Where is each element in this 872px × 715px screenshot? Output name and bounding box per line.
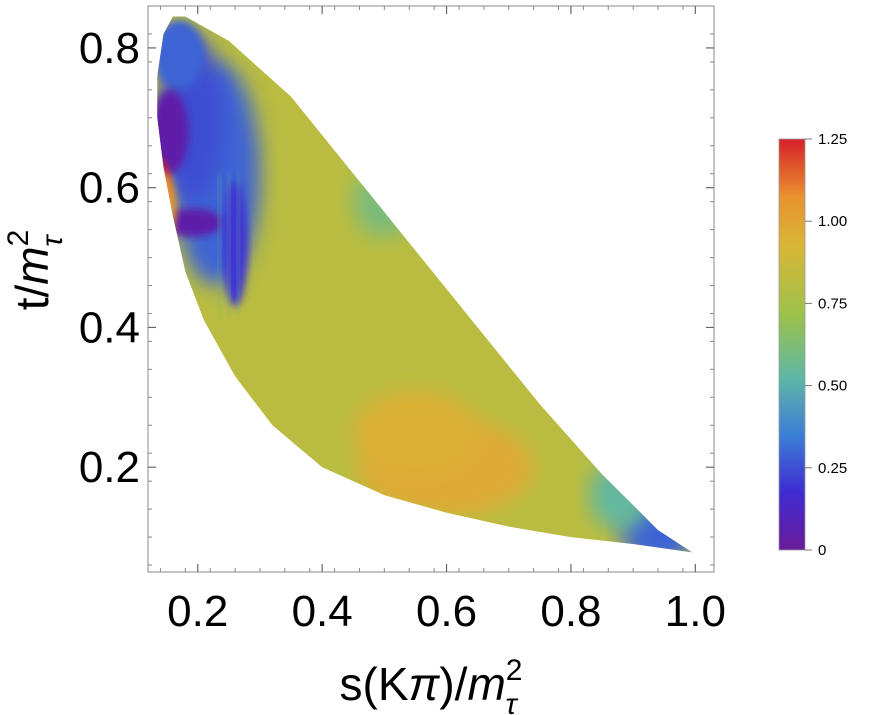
colorbar-tick-label: 0 <box>818 542 826 559</box>
heatmap-region <box>157 16 693 553</box>
plot-frame <box>147 5 715 573</box>
y-tick-labels: 0.2 0.4 0.6 0.8 <box>79 24 140 492</box>
colorbar-tick-label: 0.25 <box>818 460 847 477</box>
y-axis-title-base: t/ <box>6 285 58 311</box>
x-axis-title-close: )/ <box>439 658 467 710</box>
y-tick-label: 0.2 <box>79 443 140 492</box>
heatmap-blob-8 <box>157 89 189 174</box>
heatmap-stripe-2 <box>236 173 240 314</box>
heatmap-blob-9 <box>160 208 223 237</box>
colorbar-tick-label: 0.75 <box>818 295 847 312</box>
x-tick-label: 0.6 <box>416 587 477 636</box>
x-axis-title-greek: π <box>409 658 441 710</box>
colorbar-tick-label: 1.00 <box>818 213 847 230</box>
x-axis-title-sup: 2 <box>506 654 523 687</box>
heatmap-blob-12 <box>157 173 176 244</box>
x-tick-labels: 0.2 0.4 0.6 0.8 1.0 <box>167 587 726 636</box>
heatmap-blob-3 <box>589 460 652 530</box>
colorbar-tick-label: 0.50 <box>818 378 847 395</box>
x-tick-label: 1.0 <box>665 587 726 636</box>
heatmap-stripe-0 <box>218 173 222 314</box>
x-axis-title-base: s(K <box>340 658 409 710</box>
heatmap-blob-1 <box>353 390 478 475</box>
heatmap-stripe-1 <box>227 173 231 314</box>
x-tick-label: 0.8 <box>540 587 601 636</box>
y-axis-title-sub: τ <box>36 234 69 247</box>
y-axis-title-sup: 2 <box>2 230 35 247</box>
heatmap-blob-10 <box>222 180 248 307</box>
colorbar-ticks: 1.25 1.00 0.75 0.50 0.25 0 <box>805 131 847 559</box>
x-axis-title-sub: τ <box>505 688 518 715</box>
y-tick-label: 0.4 <box>79 303 140 352</box>
y-tick-label: 0.8 <box>79 24 140 73</box>
minor-ticks <box>148 6 714 572</box>
x-tick-label: 0.4 <box>292 587 353 636</box>
x-tick-label: 0.2 <box>167 587 228 636</box>
x-axis-title: s(Kπ)/m2 τ <box>340 654 523 715</box>
y-axis-title: t/m2τ <box>2 230 69 311</box>
y-axis-title-m: m <box>6 246 58 284</box>
colorbar <box>778 138 806 551</box>
y-tick-label: 0.6 <box>79 164 140 213</box>
heatmap-blob-7 <box>157 20 205 90</box>
heatmap-blob-4 <box>353 166 416 237</box>
x-axis-title-m: m <box>467 658 505 710</box>
colorbar-tick-label: 1.25 <box>818 131 847 148</box>
